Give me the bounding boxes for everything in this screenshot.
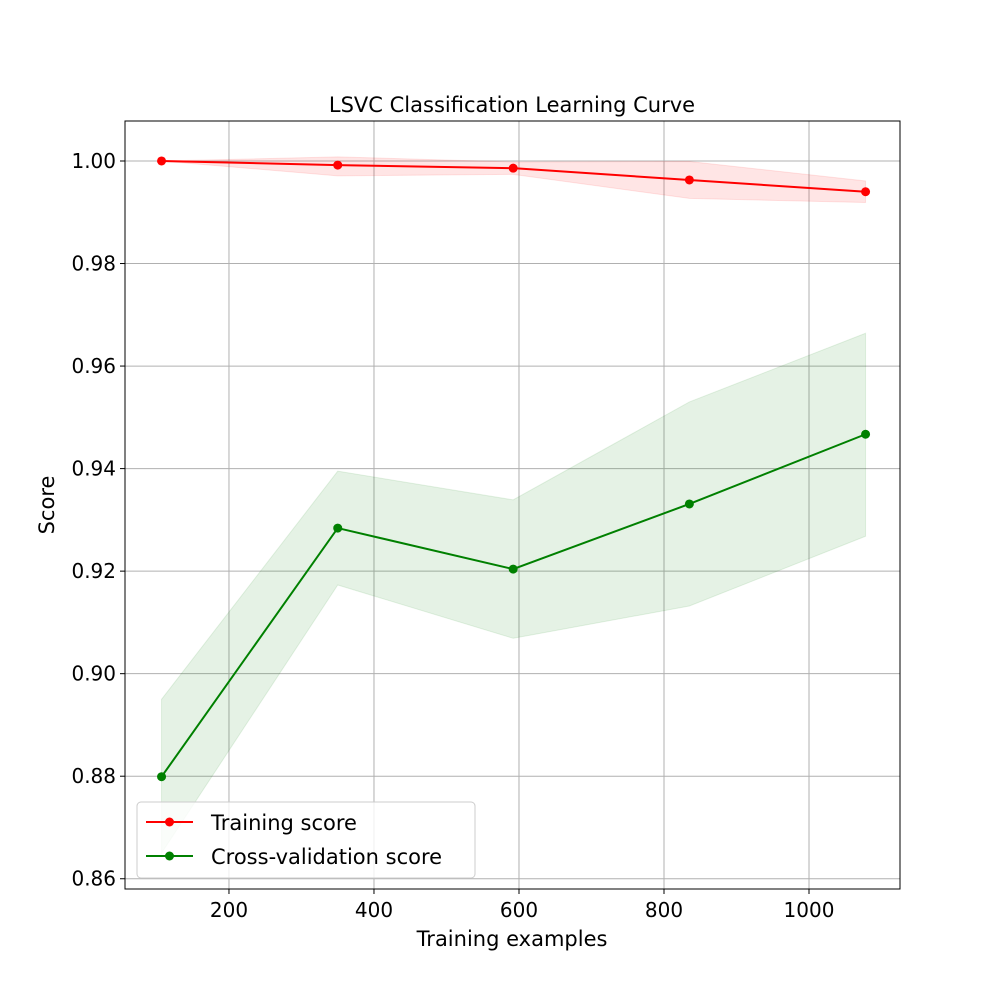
cv-score-point <box>157 772 167 782</box>
series-lines <box>157 156 871 782</box>
legend-training-label: Training score <box>210 811 357 835</box>
training-score-point <box>861 187 871 197</box>
ticks: 200 400 600 800 1000 0.86 0.88 0.90 0.92 0.94 0.96… <box>71 149 834 922</box>
cv-score-point <box>508 564 518 574</box>
y-tick-label: 0.94 <box>71 457 116 481</box>
cv-score-band <box>161 332 867 855</box>
training-score-point <box>508 163 518 173</box>
x-tick-label: 200 <box>210 898 248 922</box>
y-tick-label: 1.00 <box>71 149 116 173</box>
y-tick-label: 0.88 <box>71 764 116 788</box>
x-tick-label: 1000 <box>784 898 835 922</box>
legend-cv-label: Cross-validation score <box>211 845 442 869</box>
y-tick-label: 0.86 <box>71 867 116 891</box>
training-score-point <box>684 175 694 185</box>
legend-training-marker <box>165 817 174 827</box>
cv-score-point <box>333 523 343 533</box>
x-tick-label: 800 <box>645 898 683 922</box>
y-tick-label: 0.90 <box>71 662 116 686</box>
plot-frame <box>124 120 901 890</box>
y-tick-label: 0.96 <box>71 354 116 378</box>
x-tick-label: 600 <box>500 898 538 922</box>
cv-score-point <box>684 499 694 509</box>
cv-score-point <box>861 429 871 439</box>
legend: Training score Cross-validation score <box>136 801 476 879</box>
y-tick-label: 0.98 <box>71 252 116 276</box>
x-tick-label: 400 <box>355 898 393 922</box>
legend-cv-marker <box>165 851 174 861</box>
grid <box>125 121 900 889</box>
training-score-point <box>333 160 343 170</box>
x-axis-label: Training examples <box>416 927 608 951</box>
y-tick-label: 0.92 <box>71 559 116 583</box>
legend-box <box>136 801 476 879</box>
score-bands <box>161 156 867 855</box>
training-score-point <box>157 156 167 166</box>
chart-title: LSVC Classification Learning Curve <box>329 93 695 117</box>
y-axis-label: Score <box>35 476 59 535</box>
